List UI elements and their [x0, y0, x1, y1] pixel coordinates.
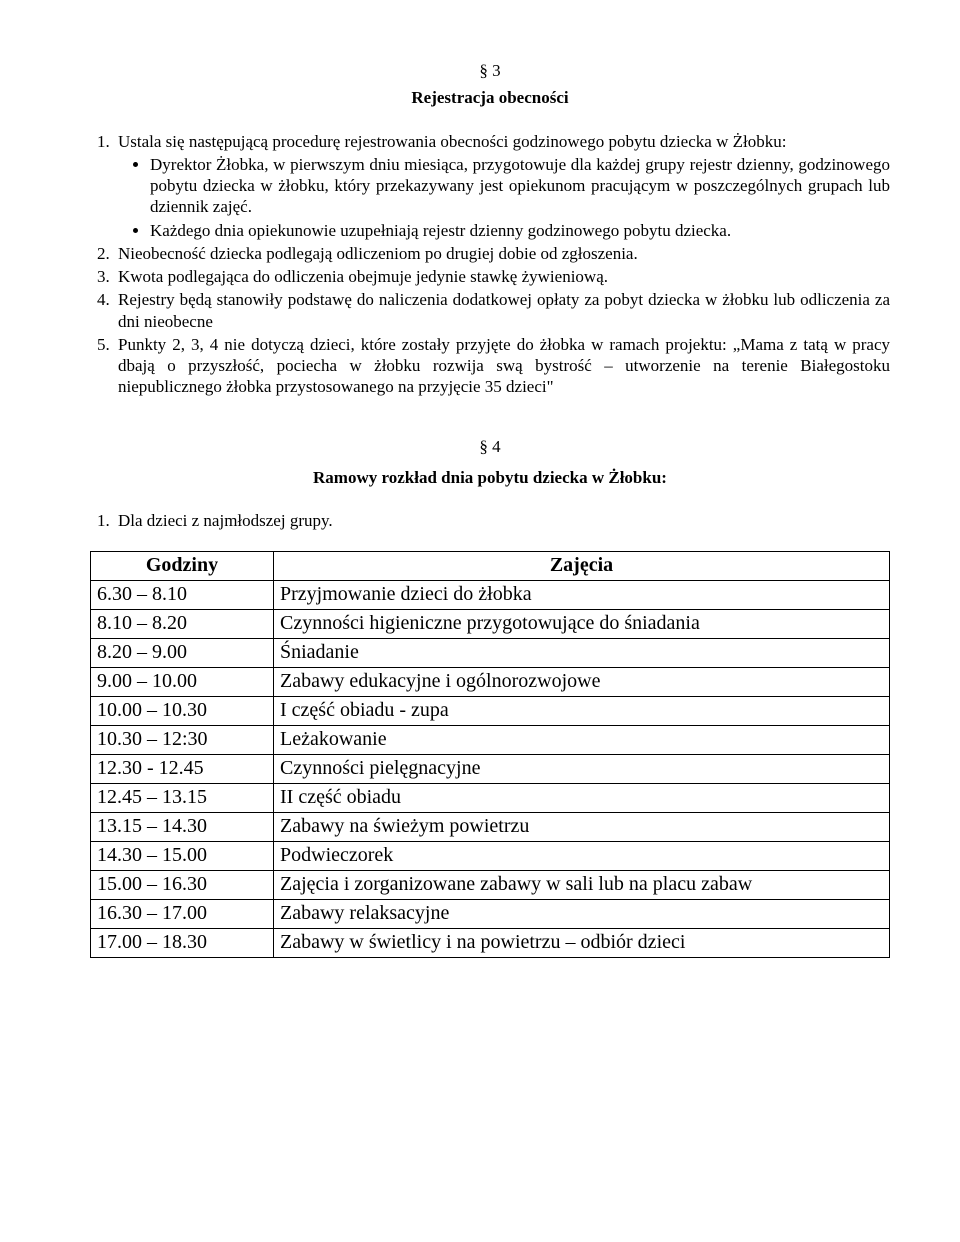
cell-time: 6.30 – 8.10 — [91, 581, 274, 610]
table-row: 8.20 – 9.00Śniadanie — [91, 639, 890, 668]
table-row: 8.10 – 8.20Czynności higieniczne przygot… — [91, 610, 890, 639]
cell-activity: II część obiadu — [274, 784, 890, 813]
table-row: 17.00 – 18.30Zabawy w świetlicy i na pow… — [91, 929, 890, 958]
cell-time: 14.30 – 15.00 — [91, 842, 274, 871]
table-row: 10.00 – 10.30I część obiadu - zupa — [91, 697, 890, 726]
cell-activity: I część obiadu - zupa — [274, 697, 890, 726]
cell-activity: Podwieczorek — [274, 842, 890, 871]
cell-time: 10.30 – 12:30 — [91, 726, 274, 755]
cell-time: 17.00 – 18.30 — [91, 929, 274, 958]
cell-time: 16.30 – 17.00 — [91, 900, 274, 929]
cell-activity: Zabawy w świetlicy i na powietrzu – odbi… — [274, 929, 890, 958]
schedule-table: Godziny Zajęcia 6.30 – 8.10Przyjmowanie … — [90, 551, 890, 958]
table-row: 9.00 – 10.00Zabawy edukacyjne i ogólnoro… — [91, 668, 890, 697]
cell-activity: Zabawy edukacyjne i ogólnorozwojowe — [274, 668, 890, 697]
cell-time: 12.45 – 13.15 — [91, 784, 274, 813]
list-item-lead: Ustala się następującą procedurę rejestr… — [118, 132, 786, 151]
bullet-list: Dyrektor Żłobka, w pierwszym dniu miesią… — [118, 154, 890, 241]
table-row: 15.00 – 16.30Zajęcia i zorganizowane zab… — [91, 871, 890, 900]
header-time: Godziny — [91, 552, 274, 581]
table-header-row: Godziny Zajęcia — [91, 552, 890, 581]
table-row: 12.30 - 12.45Czynności pielęgnacyjne — [91, 755, 890, 784]
section-4-number: § 4 — [90, 436, 890, 457]
cell-activity: Przyjmowanie dzieci do żłobka — [274, 581, 890, 610]
table-row: 13.15 – 14.30Zabawy na świeżym powietrzu — [91, 813, 890, 842]
list-item: Ustala się następującą procedurę rejestr… — [114, 131, 890, 241]
bullet-item: Dyrektor Żłobka, w pierwszym dniu miesią… — [150, 154, 890, 218]
table-row: 12.45 – 13.15II część obiadu — [91, 784, 890, 813]
section-3-list: Ustala się następującą procedurę rejestr… — [90, 131, 890, 398]
section-3-number: § 3 — [90, 60, 890, 81]
list-item: Rejestry będą stanowiły podstawę do nali… — [114, 289, 890, 332]
cell-activity: Czynności pielęgnacyjne — [274, 755, 890, 784]
list-item: Punkty 2, 3, 4 nie dotyczą dzieci, które… — [114, 334, 890, 398]
cell-time: 8.10 – 8.20 — [91, 610, 274, 639]
table-row: 6.30 – 8.10Przyjmowanie dzieci do żłobka — [91, 581, 890, 610]
cell-activity: Zajęcia i zorganizowane zabawy w sali lu… — [274, 871, 890, 900]
table-row: 16.30 – 17.00Zabawy relaksacyjne — [91, 900, 890, 929]
section-4-intro-list: Dla dzieci z najmłodszej grupy. — [90, 510, 890, 531]
cell-time: 13.15 – 14.30 — [91, 813, 274, 842]
table-row: 10.30 – 12:30Leżakowanie — [91, 726, 890, 755]
cell-activity: Zabawy relaksacyjne — [274, 900, 890, 929]
cell-activity: Leżakowanie — [274, 726, 890, 755]
table-row: 14.30 – 15.00Podwieczorek — [91, 842, 890, 871]
cell-time: 9.00 – 10.00 — [91, 668, 274, 697]
header-activity: Zajęcia — [274, 552, 890, 581]
cell-time: 12.30 - 12.45 — [91, 755, 274, 784]
bullet-item: Każdego dnia opiekunowie uzupełniają rej… — [150, 220, 890, 241]
section-3-title: Rejestracja obecności — [90, 87, 890, 108]
intro-item: Dla dzieci z najmłodszej grupy. — [114, 510, 890, 531]
list-item: Kwota podlegająca do odliczenia obejmuje… — [114, 266, 890, 287]
cell-activity: Zabawy na świeżym powietrzu — [274, 813, 890, 842]
list-item: Nieobecność dziecka podlegają odliczenio… — [114, 243, 890, 264]
cell-time: 15.00 – 16.30 — [91, 871, 274, 900]
cell-time: 8.20 – 9.00 — [91, 639, 274, 668]
section-4-title: Ramowy rozkład dnia pobytu dziecka w Żło… — [90, 467, 890, 488]
cell-activity: Śniadanie — [274, 639, 890, 668]
cell-time: 10.00 – 10.30 — [91, 697, 274, 726]
cell-activity: Czynności higieniczne przygotowujące do … — [274, 610, 890, 639]
